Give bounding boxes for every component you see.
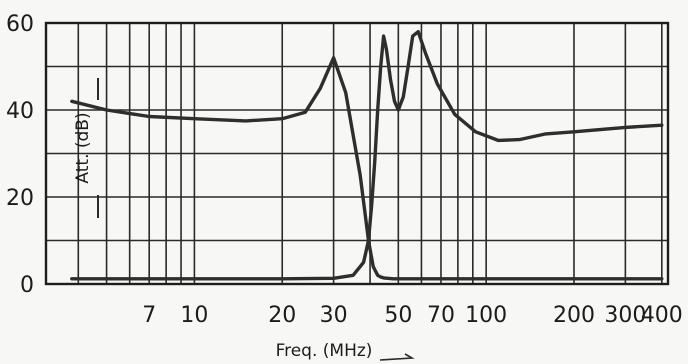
chart-grid (46, 23, 668, 284)
x-axis-title: Freq. (MHz) (276, 341, 373, 361)
y-axis-title-group: Att. (dB) (73, 78, 99, 218)
x-tick-label: 70 (427, 303, 455, 328)
x-axis-title-arrow (379, 353, 415, 361)
y-tick-label: 0 (20, 273, 34, 298)
x-tick-label: 30 (320, 303, 348, 328)
y-axis-title: Att. (dB) (73, 112, 93, 183)
x-tick-label: 200 (553, 303, 595, 328)
x-tick-label: 400 (641, 303, 683, 328)
x-tick-label: 50 (384, 303, 412, 328)
plot-frame (44, 21, 670, 286)
series-line-2 (70, 30, 664, 281)
x-tick-label: 20 (268, 303, 296, 328)
x-tick-label: 100 (465, 303, 507, 328)
chart-curves (70, 30, 664, 281)
y-tick-label: 60 (6, 12, 34, 37)
x-tick-label: 10 (180, 303, 208, 328)
y-tick-label: 40 (6, 99, 34, 124)
x-tick-label: 7 (142, 303, 156, 328)
series-line-1 (70, 56, 664, 281)
y-tick-label: 20 (6, 186, 34, 211)
x-tick-label: 300 (604, 303, 646, 328)
